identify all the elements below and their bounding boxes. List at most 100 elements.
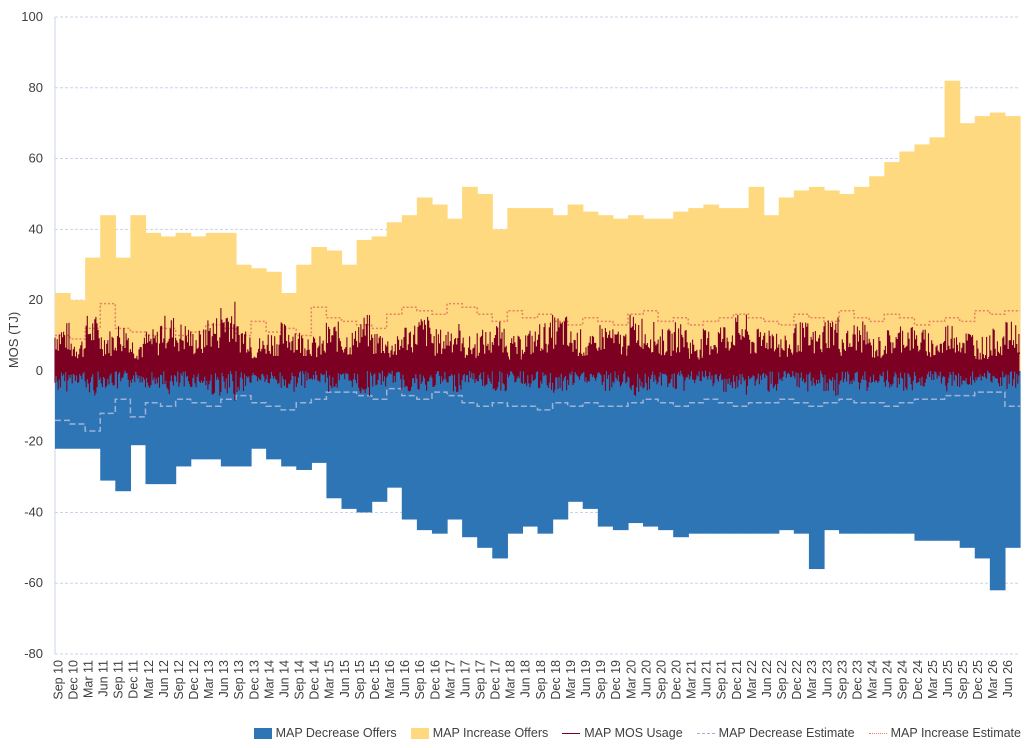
map-increase-offers-bar (462, 186, 478, 371)
map-decrease-offers-bar (537, 370, 554, 534)
map-decrease-offers-bar (1004, 370, 1021, 548)
x-tick-label: Dec 13 (247, 660, 261, 700)
x-tick-label: Mar 25 (926, 660, 940, 699)
map-decrease-offers-bar (341, 370, 358, 509)
legend-swatch (253, 727, 272, 739)
map-increase-offers-bar (266, 271, 282, 371)
map-decrease-offers-bar (673, 370, 689, 538)
x-tick-label: Mar 17 (443, 660, 457, 699)
x-tick-label: Jun 15 (338, 660, 352, 698)
map-decrease-offers-bar (763, 370, 780, 534)
y-tick-label: -60 (24, 575, 43, 590)
y-tick-label: 0 (36, 363, 43, 378)
map-decrease-offers-bar (160, 370, 177, 485)
y-tick-label: -20 (24, 434, 43, 449)
x-tick-label: Mar 20 (624, 660, 638, 699)
x-tick-label: Jun 18 (519, 660, 533, 698)
map-decrease-offers-bar (582, 370, 599, 509)
map-decrease-offers-bar (356, 370, 373, 513)
y-tick-label: -80 (24, 646, 43, 661)
map-decrease-offers-bar (100, 370, 116, 481)
map-increase-offers-bar (884, 162, 900, 371)
x-tick-label: Mar 11 (81, 660, 95, 698)
x-tick-label: Jun 16 (398, 660, 412, 698)
map-increase-offers-bar (944, 80, 961, 371)
map-decrease-offers-bar (296, 370, 312, 470)
map-decrease-offers-bar (190, 370, 207, 460)
map-decrease-offers-bar (884, 370, 900, 534)
map-increase-offers-bar (175, 232, 192, 371)
map-increase-offers-bar (567, 204, 584, 371)
x-tick-label: Mar 24 (866, 660, 880, 699)
map-increase-offers-bar (839, 193, 855, 371)
map-decrease-offers-bar (839, 370, 855, 534)
map-increase-offers-bar (235, 264, 252, 371)
map-increase-offers-bar (778, 197, 795, 371)
legend-swatch (868, 732, 887, 734)
map-increase-offers-bar (718, 208, 735, 371)
legend-item: MAP Decrease Estimate (696, 726, 855, 740)
map-increase-offers-bar (507, 208, 524, 371)
legend-label: MAP Increase Offers (432, 726, 549, 740)
legend-label: MAP Decrease Offers (275, 726, 397, 740)
map-decrease-offers-bar (944, 370, 961, 541)
x-tick-label: Mar 22 (745, 660, 759, 699)
x-tick-label: Dec 10 (66, 660, 80, 700)
x-tick-label: Mar 13 (202, 660, 216, 699)
x-tick-label: Jun 23 (820, 660, 834, 698)
map-decrease-offers-bar (401, 370, 418, 520)
legend-item: MAP Increase Estimate (868, 726, 1021, 740)
map-increase-offers-bar (703, 204, 720, 371)
x-tick-label: Mar 21 (685, 660, 699, 699)
map-decrease-offers-bar (266, 370, 282, 460)
map-increase-offers-bar (130, 215, 147, 371)
map-decrease-offers-bar (311, 370, 328, 463)
map-increase-offers-bar (974, 116, 991, 371)
x-tick-label: Jun 20 (639, 660, 653, 698)
x-tick-label: Jun 14 (277, 660, 291, 698)
x-tick-label: Dec 12 (187, 660, 201, 700)
x-tick-label: Sep 24 (896, 660, 910, 700)
map-increase-offers-bar (1004, 116, 1021, 371)
map-decrease-offers-bar (492, 370, 508, 559)
map-decrease-offers-bar (989, 370, 1006, 591)
map-decrease-estimate-line (55, 387, 1020, 432)
x-tick-label: Sep 16 (413, 660, 427, 700)
map-decrease-offers-bar (823, 370, 840, 531)
map-mos-usage-spikes (54, 301, 1020, 401)
map-decrease-offers-bar (235, 370, 252, 467)
x-tick-label: Jun 21 (700, 660, 714, 698)
x-tick-label: Sep 11 (112, 660, 126, 699)
x-tick-label: Mar 26 (986, 660, 1000, 699)
map-decrease-offers-bar (507, 370, 524, 534)
map-decrease-offers-bar (251, 370, 267, 449)
map-decrease-offers-bar (55, 370, 71, 449)
map-increase-offers-bar (989, 112, 1006, 371)
x-axis-tick-labels: Sep 10 Dec 10 Mar 11 Jun 11 Sep 11 Dec 11 Mar … (51, 660, 1015, 700)
map-decrease-offers-bar (658, 370, 674, 531)
x-tick-label: Jun 25 (941, 660, 955, 698)
map-increase-offers-bar (371, 236, 388, 371)
x-tick-label: Dec 22 (790, 660, 804, 700)
y-tick-label: 100 (21, 9, 43, 24)
map-decrease-offers-bar (477, 370, 493, 548)
x-tick-label: Dec 11 (127, 660, 141, 699)
map-decrease-offers-bar (808, 370, 825, 570)
x-tick-label: Mar 18 (504, 660, 518, 699)
x-tick-label: Sep 13 (232, 660, 246, 700)
map-increase-offers-bar (854, 186, 870, 371)
map-decrease-offers-bar (597, 370, 614, 527)
map-increase-offers-bar (869, 176, 885, 371)
map-decrease-offers-bar (205, 370, 222, 460)
map-increase-offers-bar (959, 123, 976, 371)
map-decrease-offers-bar (627, 370, 644, 524)
x-tick-label: Dec 24 (911, 660, 925, 700)
map-decrease-offers-bar (70, 370, 86, 449)
map-decrease-offers-bar (643, 370, 659, 527)
x-tick-label: Dec 21 (730, 660, 744, 700)
x-tick-label: Dec 25 (971, 660, 985, 700)
x-tick-label: Sep 19 (594, 660, 608, 700)
map-decrease-offers-bar (416, 370, 433, 531)
x-tick-label: Jun 12 (157, 660, 171, 698)
y-axis-label: MOS (TJ) (6, 312, 21, 368)
